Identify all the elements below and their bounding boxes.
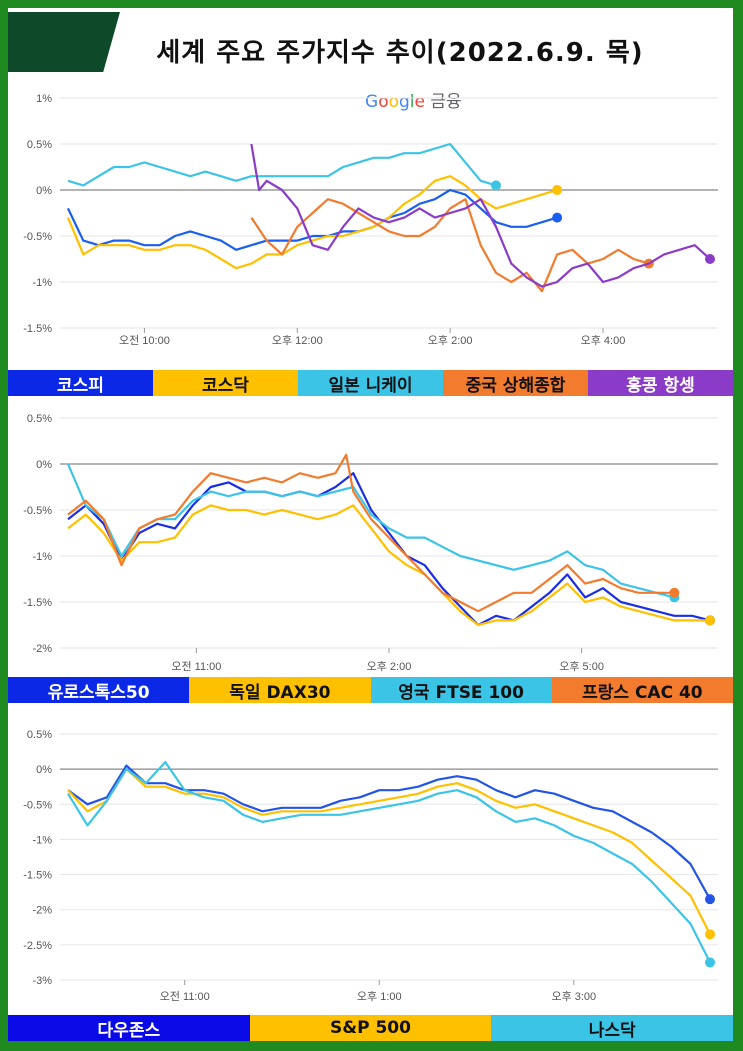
series-line <box>67 767 711 935</box>
series-end-marker <box>552 212 563 223</box>
series-end-marker <box>705 254 715 264</box>
x-tick-label: 오후 2:00 <box>428 334 473 346</box>
series-line <box>67 453 675 613</box>
y-tick-label: -0.5% <box>23 231 52 243</box>
y-tick-label: -2% <box>32 643 52 655</box>
x-tick-label: 오전 11:00 <box>171 660 221 673</box>
legend-item: 일본 니케이 <box>298 370 443 396</box>
x-tick-label: 오전 10:00 <box>119 334 170 346</box>
series-line <box>67 764 711 900</box>
y-tick-label: -1% <box>32 277 52 289</box>
asia-index-chart: 1% 0.5% 0% -0.5% -1% -1.5% 오전 10:00 오후 12:00 오후 … <box>23 93 718 346</box>
page-title: 세계 주요 주가지수 추이(2022.6.9. 목) <box>156 38 644 68</box>
legend-item: 중국 상해종합 <box>443 370 588 396</box>
y-tick-label: -0.5% <box>23 799 52 811</box>
legend-item: S&P 500 <box>249 1015 492 1041</box>
legend-item: 유로스톡스50 <box>8 677 190 703</box>
y-tick-label: 0.5% <box>27 413 52 425</box>
series-line <box>67 142 497 187</box>
legend-item: 코스닥 <box>153 370 298 396</box>
series-end-marker <box>552 185 563 195</box>
y-tick-label: 0% <box>36 764 52 776</box>
us-index-chart: 0.5% 0% -0.5% -1% -1.5% -2% -2.5% -3% 오전 11:00 오후… <box>23 729 718 1003</box>
y-tick-label: -3% <box>32 975 52 987</box>
x-tick-label: 오후 2:00 <box>367 660 412 673</box>
x-tick-label: 오후 4:00 <box>581 334 626 346</box>
x-tick-label: 오후 3:00 <box>551 990 596 1003</box>
series-end-marker <box>669 587 680 598</box>
y-tick-label: -2.5% <box>23 940 52 952</box>
europe-legend: 유로스톡스50 독일 DAX30 영국 FTSE 100 프랑스 CAC 40 <box>8 677 733 703</box>
x-tick-label: 오전 11:00 <box>160 990 210 1003</box>
y-tick-label: -1.5% <box>23 323 52 335</box>
series-end-marker <box>705 615 715 626</box>
series-end-marker <box>705 929 715 940</box>
series-line <box>250 143 711 288</box>
y-tick-label: -0.5% <box>23 505 52 517</box>
y-tick-label: -1.5% <box>23 597 52 609</box>
y-tick-label: -1.5% <box>23 870 52 882</box>
us-legend: 다우존스 S&P 500 나스닥 <box>8 1015 733 1041</box>
legend-item: 홍콩 항셍 <box>588 370 733 396</box>
x-tick-label: 오후 12:00 <box>272 334 323 346</box>
y-tick-label: 1% <box>36 93 52 105</box>
legend-item: 영국 FTSE 100 <box>370 677 552 703</box>
finance-label: 금융 <box>430 92 462 112</box>
y-tick-label: -2% <box>32 905 52 917</box>
y-tick-label: -1% <box>32 551 52 563</box>
series-line <box>67 188 558 251</box>
google-wordmark: Google <box>365 92 425 112</box>
y-tick-label: 0% <box>36 459 52 471</box>
google-finance-logo: Google 금융 <box>365 87 462 112</box>
series-line <box>67 760 711 963</box>
series-line <box>67 504 710 627</box>
series-end-marker <box>705 957 715 968</box>
series-end-marker <box>491 180 501 191</box>
figure-frame: 세계 주요 주가지수 추이(2022.6.9. 목) Google 금융 1% 0… <box>8 8 733 1041</box>
y-tick-label: 0.5% <box>27 729 52 741</box>
asia-legend: 코스피 코스닥 일본 니케이 중국 상해종합 홍콩 항셍 <box>8 370 733 396</box>
europe-index-chart: 0.5% 0% -0.5% -1% -1.5% -2% 오전 11:00 오후 2:00 오후 … <box>23 413 718 673</box>
legend-item: 독일 DAX30 <box>189 677 371 703</box>
title-tab-decoration <box>8 12 120 72</box>
legend-item: 다우존스 <box>8 1015 250 1041</box>
legend-item: 나스닥 <box>491 1015 733 1041</box>
series-line <box>250 198 650 293</box>
x-tick-label: 오후 1:00 <box>357 990 402 1003</box>
y-tick-label: 0% <box>36 185 52 197</box>
series-end-marker <box>705 894 715 905</box>
legend-item: 프랑스 CAC 40 <box>551 677 733 703</box>
series-line <box>66 463 675 599</box>
y-tick-label: 0.5% <box>27 139 52 151</box>
legend-item: 코스피 <box>8 370 153 396</box>
series-line <box>66 175 558 270</box>
y-tick-label: -1% <box>32 834 52 846</box>
series-line <box>67 472 711 627</box>
x-tick-label: 오후 5:00 <box>559 660 604 673</box>
